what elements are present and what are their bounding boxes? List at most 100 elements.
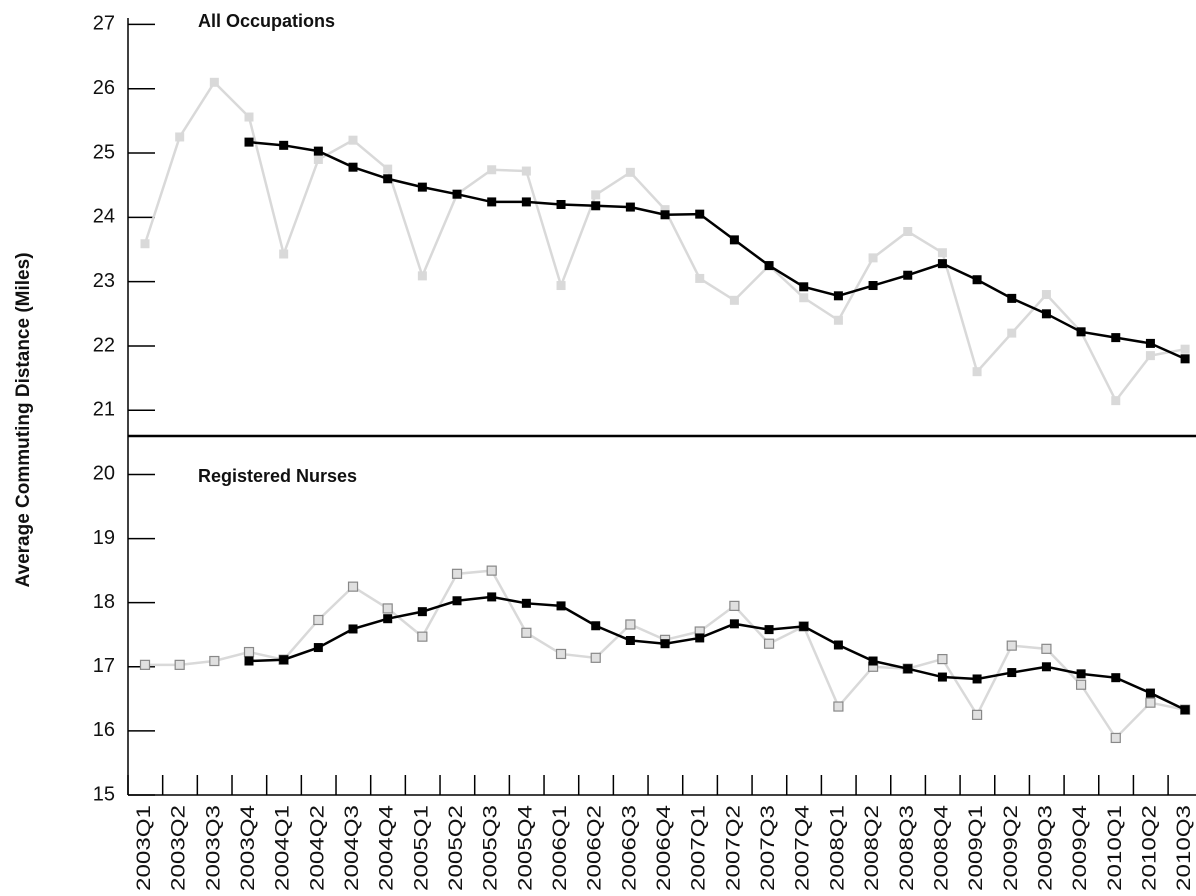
point-marker	[1180, 344, 1190, 354]
point-marker	[590, 652, 601, 663]
x-tick-label: 2004Q1	[273, 805, 294, 891]
y-tick-label: 24	[93, 206, 115, 228]
panel-title: All Occupations	[198, 11, 335, 31]
point-marker	[1180, 354, 1190, 364]
point-marker	[729, 619, 739, 629]
point-marker	[833, 701, 844, 712]
point-marker	[1041, 290, 1051, 300]
point-marker	[521, 166, 531, 176]
point-marker	[348, 624, 358, 634]
x-tick-label: 2005Q1	[411, 805, 432, 891]
point-marker	[487, 165, 497, 175]
series-line	[248, 140, 1186, 360]
point-marker	[1111, 396, 1121, 406]
point-marker	[521, 598, 531, 608]
point-marker	[383, 164, 393, 174]
x-tick-label: 2006Q3	[619, 805, 640, 891]
point-marker	[1076, 669, 1086, 679]
point-marker	[486, 565, 497, 576]
point-marker	[625, 619, 636, 630]
x-tick-label: 2004Q4	[377, 804, 398, 891]
point-marker	[729, 600, 740, 611]
point-marker	[729, 295, 739, 305]
x-tick-label: 2007Q1	[689, 805, 710, 891]
point-marker	[972, 674, 982, 684]
y-tick-label: 21	[93, 399, 115, 421]
x-tick-label: 2008Q2	[862, 805, 883, 891]
point-marker	[660, 639, 670, 649]
series-line	[143, 80, 1186, 403]
point-marker	[451, 568, 463, 579]
point-marker	[799, 621, 809, 631]
y-tick-label: 26	[93, 77, 115, 99]
point-marker	[799, 293, 809, 303]
point-marker	[625, 636, 635, 646]
y-tick-label: 22	[93, 334, 115, 356]
point-marker	[209, 77, 219, 87]
point-marker	[937, 653, 948, 665]
x-tick-label: 2009Q4	[1070, 804, 1091, 891]
point-marker	[833, 315, 843, 325]
point-marker	[556, 281, 566, 291]
point-marker	[244, 656, 254, 666]
point-marker	[1145, 697, 1156, 708]
point-marker	[313, 146, 323, 156]
point-marker	[348, 162, 358, 172]
series-line	[248, 595, 1186, 711]
point-marker	[660, 210, 670, 220]
point-marker	[1041, 662, 1051, 672]
x-tick-label: 2003Q4	[238, 804, 259, 891]
point-marker	[555, 648, 567, 660]
x-tick-label: 2007Q2	[723, 805, 744, 891]
point-marker	[1041, 643, 1052, 654]
point-marker	[764, 625, 774, 635]
point-marker	[591, 621, 601, 631]
point-marker	[1110, 732, 1121, 744]
point-marker	[1145, 351, 1155, 361]
point-marker	[591, 190, 601, 200]
point-marker	[175, 132, 185, 142]
x-tick-label: 2005Q4	[515, 804, 536, 891]
point-marker	[521, 197, 531, 207]
point-marker	[279, 140, 289, 150]
point-marker	[417, 271, 427, 281]
x-tick-label: 2005Q2	[446, 805, 467, 891]
point-marker	[799, 282, 809, 292]
x-tick-label: 2008Q3	[897, 805, 918, 891]
point-marker	[452, 189, 462, 199]
point-marker	[1111, 673, 1121, 683]
point-marker	[313, 154, 323, 164]
point-marker	[1076, 327, 1086, 337]
point-marker	[660, 205, 670, 215]
point-marker	[1007, 328, 1017, 338]
y-axis-label: Average Commuting Distance (Miles)	[13, 252, 34, 587]
point-marker	[209, 655, 220, 667]
x-tick-label: 2010Q1	[1105, 805, 1126, 891]
point-marker	[971, 709, 983, 720]
point-marker	[903, 270, 913, 280]
point-marker	[833, 640, 843, 650]
x-tick-label: 2009Q3	[1035, 805, 1056, 891]
point-marker	[903, 664, 913, 674]
x-tick-label: 2006Q4	[654, 804, 675, 891]
x-tick-label: 2007Q3	[758, 805, 779, 891]
point-marker	[591, 201, 601, 211]
x-tick-label: 2004Q2	[307, 805, 328, 891]
x-tick-label: 2010Q3	[1174, 805, 1195, 891]
point-marker	[972, 275, 982, 285]
panel-title: Registered Nurses	[198, 466, 357, 486]
point-marker	[695, 209, 705, 219]
point-marker	[556, 199, 566, 209]
point-marker	[1006, 640, 1017, 651]
point-marker	[937, 248, 947, 258]
x-tick-label: 2004Q3	[342, 805, 363, 891]
point-marker	[521, 627, 532, 638]
y-tick-label: 17	[93, 655, 115, 677]
point-marker	[140, 239, 150, 249]
point-marker	[972, 367, 982, 377]
x-tick-label: 2009Q2	[1001, 805, 1022, 891]
x-tick-label: 2009Q1	[966, 805, 987, 891]
point-marker	[383, 614, 393, 624]
y-tick-label: 27	[93, 13, 115, 35]
x-tick-label: 2007Q4	[793, 804, 814, 891]
